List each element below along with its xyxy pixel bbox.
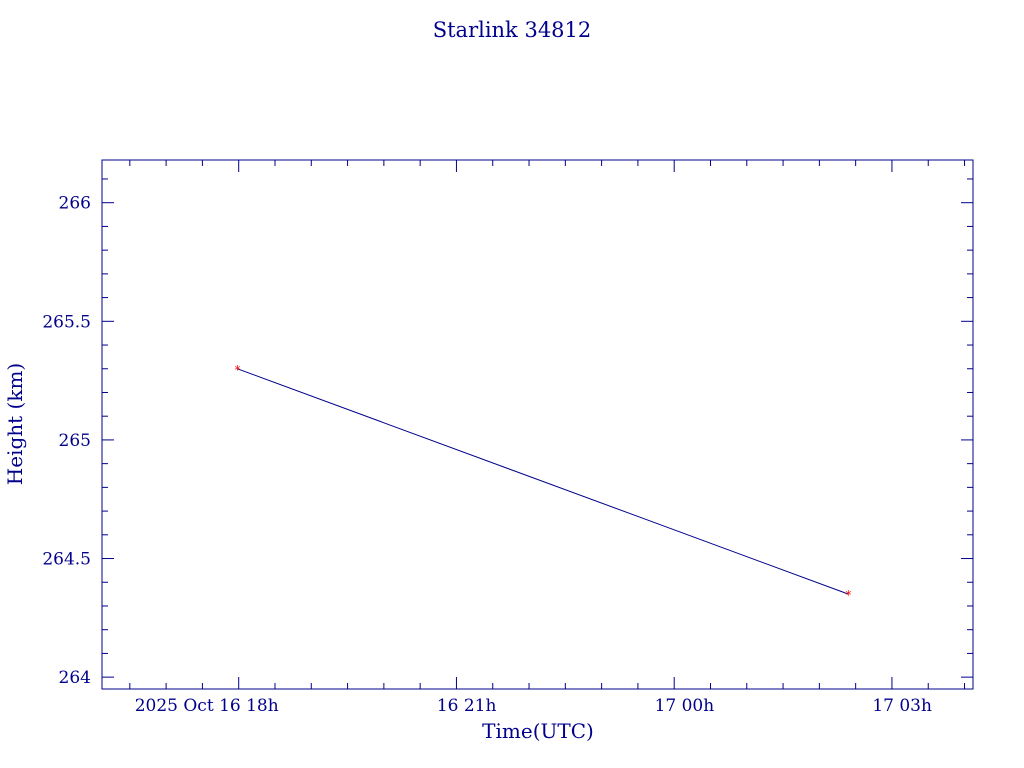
y-axis-label: Height (km)	[3, 363, 27, 485]
x-tick-label: 17 00h	[655, 696, 715, 716]
x-tick-label: 2025 Oct 16 18h	[135, 696, 279, 716]
x-tick-label: 17 03h	[872, 696, 932, 716]
axes: 264 264.5 265 265.5 266 2025 Oct 16 18h 16 21h…	[42, 160, 973, 716]
y-tick-label: 265.5	[42, 312, 91, 332]
series-line	[237, 368, 849, 595]
data-point-marker: *	[845, 588, 851, 602]
x-tick-label: 16 21h	[437, 696, 497, 716]
series: **	[234, 363, 851, 602]
y-tick-label: 264.5	[42, 550, 91, 570]
y-tick-label: 264	[59, 668, 91, 688]
chart-title: Starlink 34812	[433, 18, 592, 42]
data-point-marker: *	[234, 363, 240, 377]
plot-frame	[101, 159, 974, 690]
y-tick-label: 266	[59, 194, 91, 214]
x-axis-label: Time(UTC)	[482, 719, 594, 743]
y-tick-label: 265	[59, 431, 91, 451]
